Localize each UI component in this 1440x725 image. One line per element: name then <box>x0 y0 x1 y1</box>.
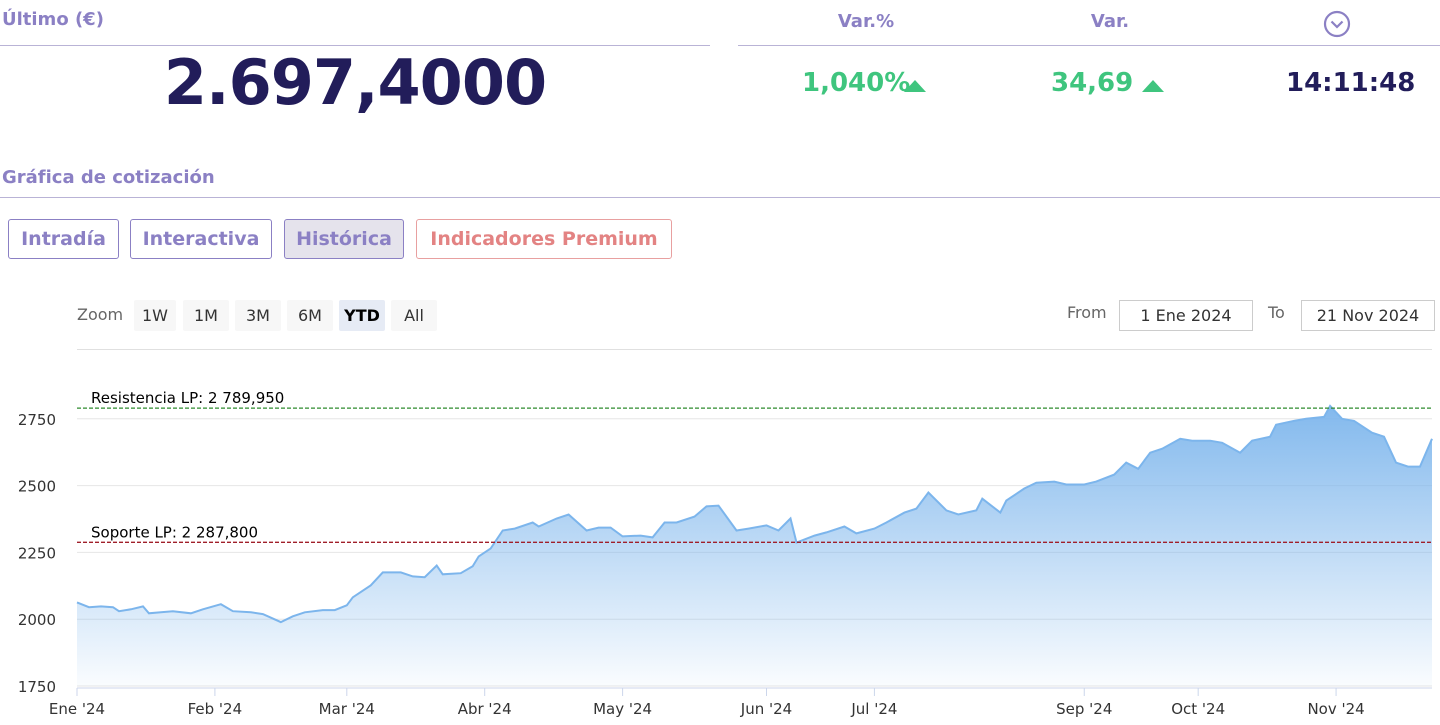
x-tick-label: Feb '24 <box>188 700 243 718</box>
x-tick-label: Oct '24 <box>1171 700 1225 718</box>
divider <box>738 45 1440 46</box>
zoom-button[interactable]: 3M <box>235 300 281 331</box>
x-tick-label: Abr '24 <box>458 700 512 718</box>
y-tick-label: 1750 <box>18 678 56 696</box>
up-arrow <box>904 80 926 92</box>
tab-premium[interactable]: Indicadores Premium <box>416 219 672 259</box>
var-value: 34,69 <box>1051 68 1134 98</box>
reference-label: Resistencia LP: 2 789,950 <box>91 389 284 407</box>
x-tick-label: Jun '24 <box>740 700 792 718</box>
x-tick-label: Jul '24 <box>850 700 897 718</box>
divider <box>0 45 710 46</box>
var-pct-value: 1,040% <box>802 68 911 98</box>
divider <box>0 197 1440 198</box>
from-label: From <box>1067 303 1107 322</box>
y-tick-label: 2000 <box>18 611 56 629</box>
last-value: 2.697,4000 <box>163 46 547 119</box>
zoom-button[interactable]: 6M <box>287 300 333 331</box>
y-tick-label: 2500 <box>18 478 56 496</box>
y-tick-label: 2750 <box>18 411 56 429</box>
x-tick-label: Nov '24 <box>1307 700 1364 718</box>
var-label: Var. <box>1090 11 1130 32</box>
last-label: Último (€) <box>2 9 104 30</box>
x-tick-label: Ene '24 <box>49 700 105 718</box>
from-input[interactable]: 1 Ene 2024 <box>1119 300 1253 331</box>
price-line <box>76 404 1433 624</box>
up-arrow <box>1142 80 1164 92</box>
x-tick-label: May '24 <box>593 700 652 718</box>
to-input[interactable]: 21 Nov 2024 <box>1301 300 1435 331</box>
zoom-button-selected[interactable]: YTD <box>339 300 385 331</box>
zoom-button[interactable]: 1M <box>183 300 229 331</box>
x-tick-label: Mar '24 <box>319 700 375 718</box>
section-title: Gráfica de cotización <box>2 167 215 188</box>
var-pct-label: Var.% <box>837 11 895 32</box>
zoom-label: Zoom <box>77 305 124 324</box>
zoom-button[interactable]: 1W <box>134 300 176 331</box>
to-label: To <box>1268 303 1285 322</box>
reference-label: Soporte LP: 2 287,800 <box>91 523 258 541</box>
tab[interactable]: Interactiva <box>130 219 272 259</box>
x-tick-label: Sep '24 <box>1056 700 1112 718</box>
area-fill <box>77 406 1432 686</box>
tab-active[interactable]: Histórica <box>284 219 404 259</box>
tab[interactable]: Intradía <box>8 219 119 259</box>
clock-icon[interactable] <box>1323 10 1351 38</box>
zoom-button[interactable]: All <box>391 300 437 331</box>
time-value: 14:11:48 <box>1286 68 1416 98</box>
y-tick-label: 2250 <box>18 544 56 562</box>
